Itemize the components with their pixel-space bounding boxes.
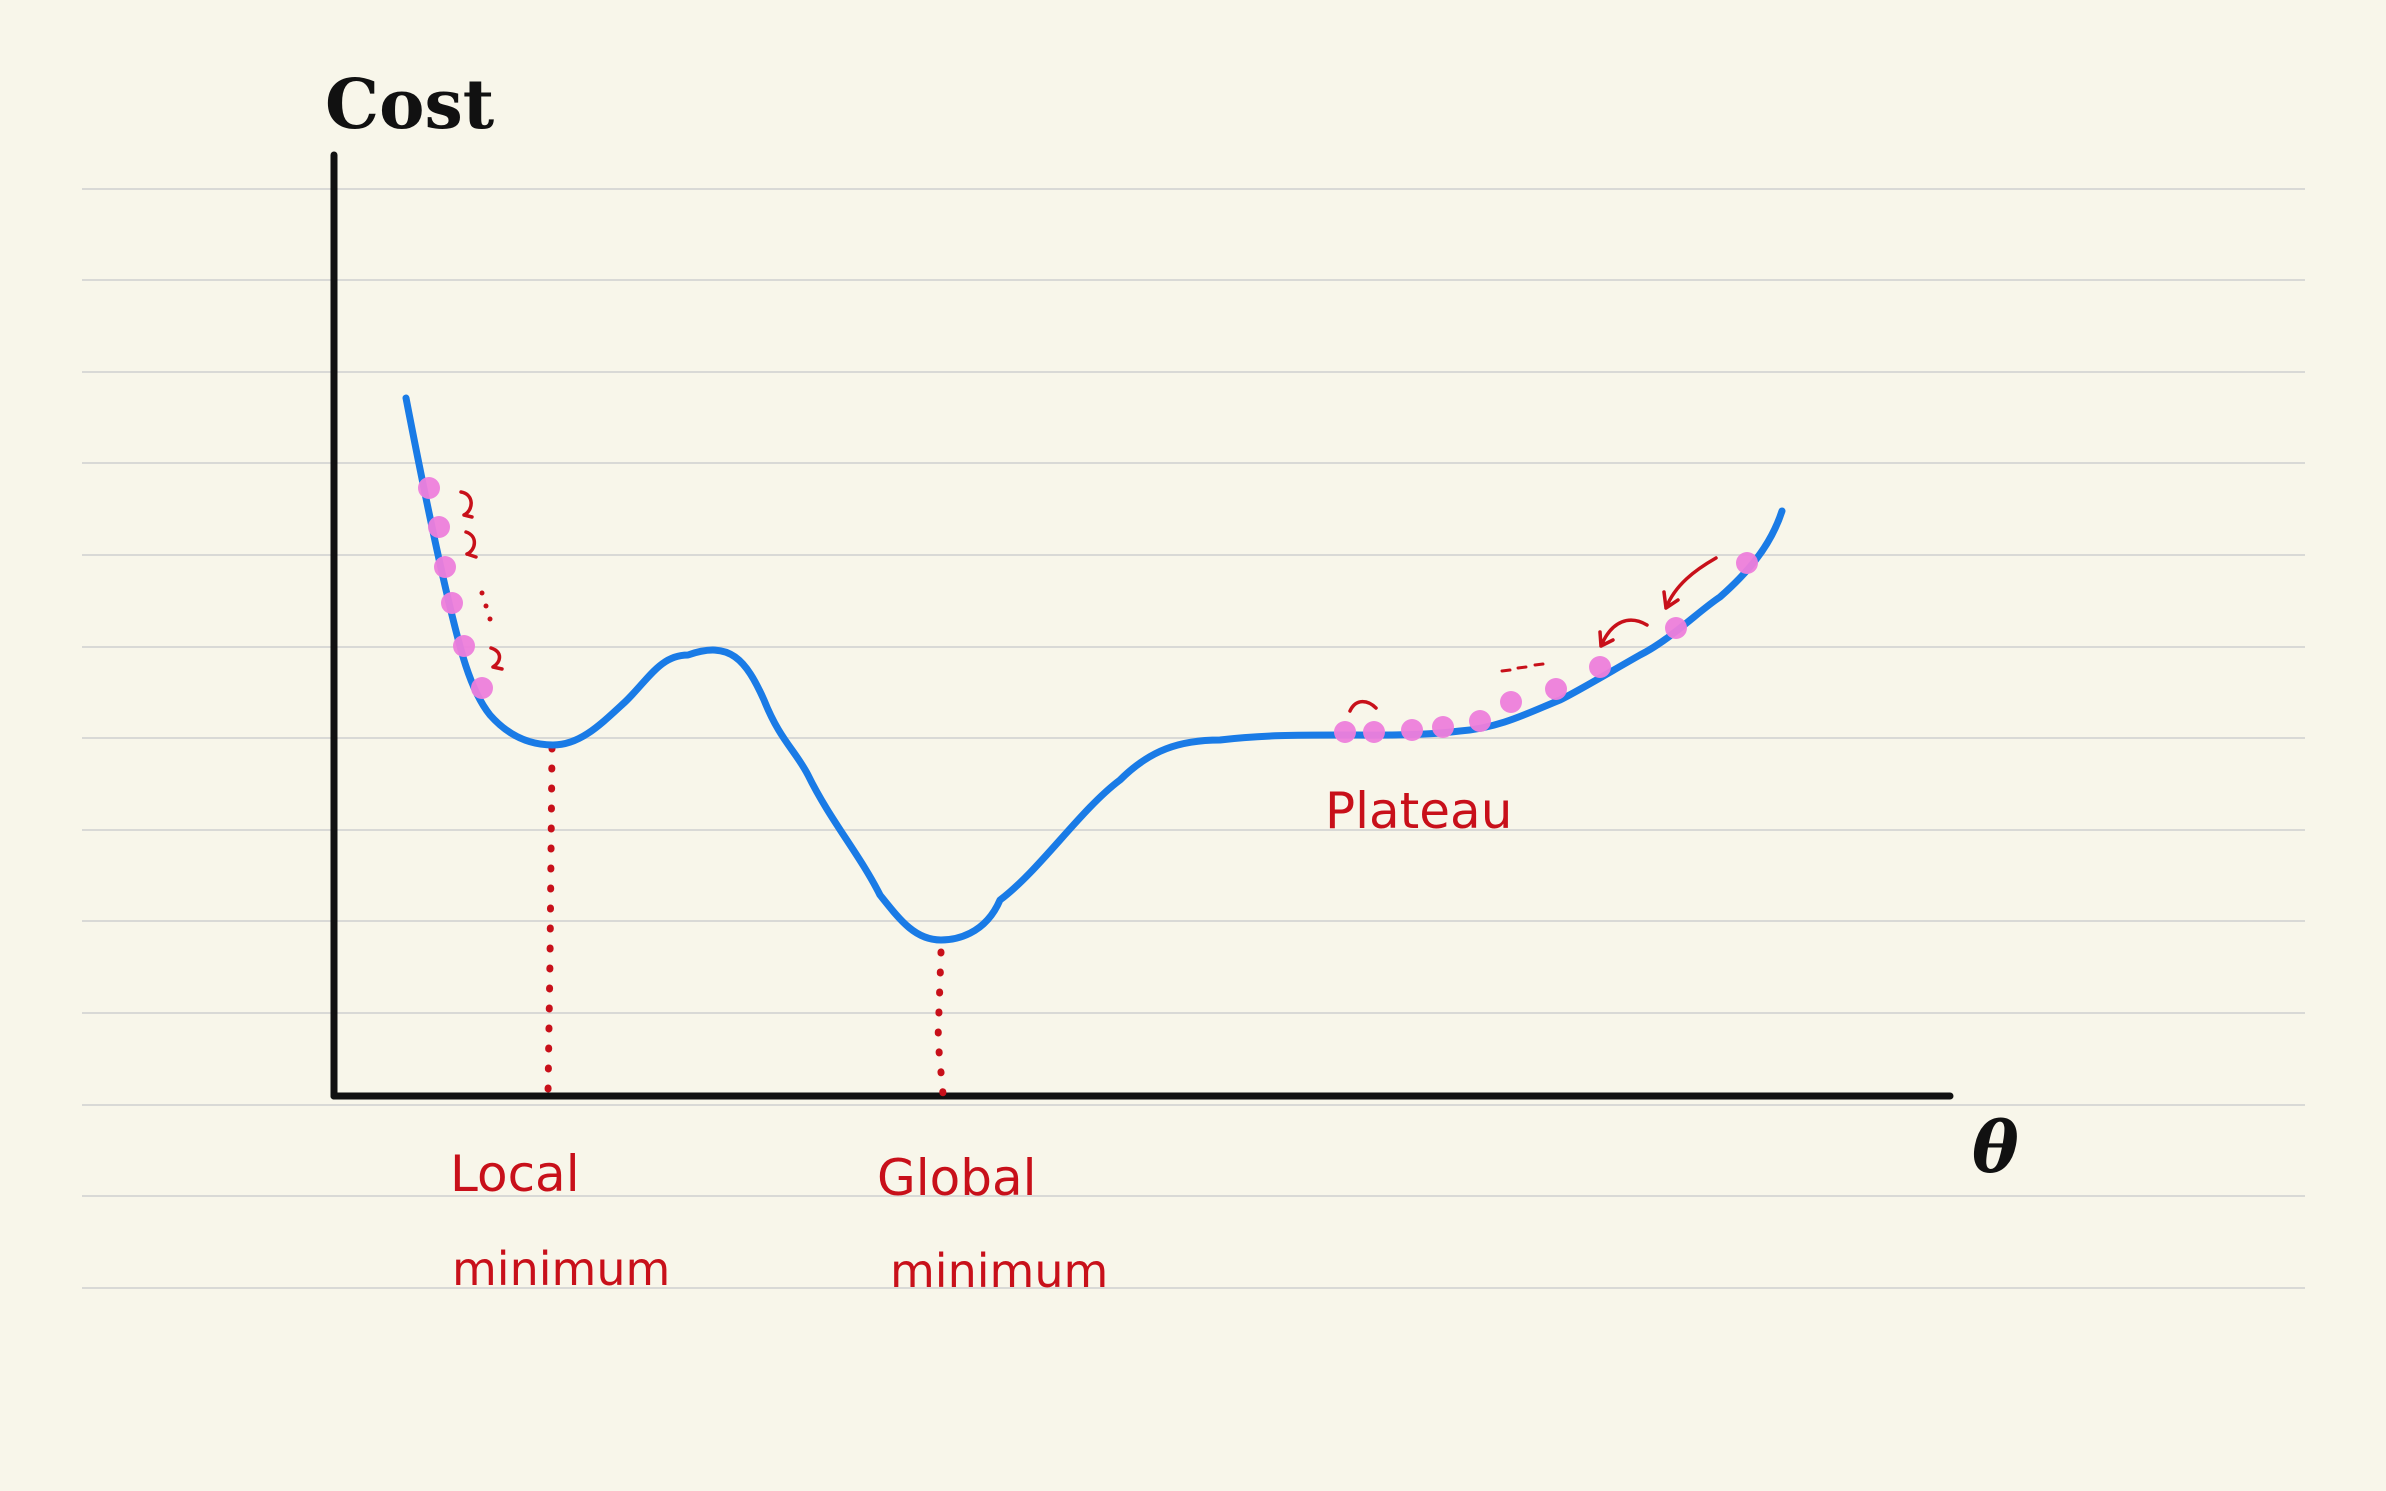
left-step-arrows — [459, 490, 504, 671]
ellipsis-dash — [1500, 668, 1512, 673]
step-arrow-icon — [1662, 556, 1718, 610]
step-marker — [1432, 716, 1454, 738]
step-marker — [1545, 678, 1567, 700]
right-ellipsis-dashes — [1500, 662, 1545, 673]
step-marker — [1665, 617, 1687, 639]
local-minimum-label-line1: Local — [450, 1145, 580, 1203]
local-minimum-drop-line — [544, 744, 556, 1098]
ellipsis-dot — [487, 616, 493, 622]
step-marker — [1589, 656, 1611, 678]
ellipsis-dot — [479, 590, 485, 596]
step-marker — [1363, 721, 1385, 743]
x-axis-title: θ — [1972, 1106, 2019, 1189]
step-marker — [1736, 552, 1758, 574]
right-descent-markers — [1334, 552, 1758, 743]
plateau-label: Plateau — [1325, 782, 1512, 840]
axes — [330, 151, 1954, 1100]
step-marker — [428, 516, 450, 538]
left-descent-markers — [418, 477, 493, 699]
ellipsis-dash — [1533, 662, 1545, 667]
step-arrow-icon — [464, 530, 478, 559]
global-minimum-drop-line — [934, 948, 947, 1098]
step-marker — [434, 556, 456, 578]
step-marker — [1401, 719, 1423, 741]
step-marker — [453, 635, 475, 657]
ellipsis-dash — [1516, 665, 1528, 670]
right-step-arrows — [1348, 556, 1718, 713]
minimum-drop-lines — [544, 744, 947, 1098]
global-minimum-label-line2: minimum — [890, 1244, 1108, 1298]
step-marker — [1500, 691, 1522, 713]
step-marker — [1334, 721, 1356, 743]
step-arrow-icon — [489, 646, 504, 671]
ellipsis-dot — [483, 603, 489, 609]
cost-curve — [402, 394, 1786, 944]
plateau-arrow-icon — [1348, 699, 1378, 713]
left-ellipsis-dots — [479, 590, 493, 622]
step-arrow-icon — [459, 490, 474, 519]
step-marker — [418, 477, 440, 499]
local-minimum-label-line2: minimum — [452, 1242, 670, 1296]
ruled-lines — [82, 188, 2305, 1289]
global-minimum-label-line1: Global — [877, 1149, 1037, 1207]
step-marker — [1469, 710, 1491, 732]
y-axis-title: Cost — [325, 65, 495, 145]
step-arrow-icon — [1598, 618, 1649, 648]
step-marker — [441, 592, 463, 614]
step-marker — [471, 677, 493, 699]
